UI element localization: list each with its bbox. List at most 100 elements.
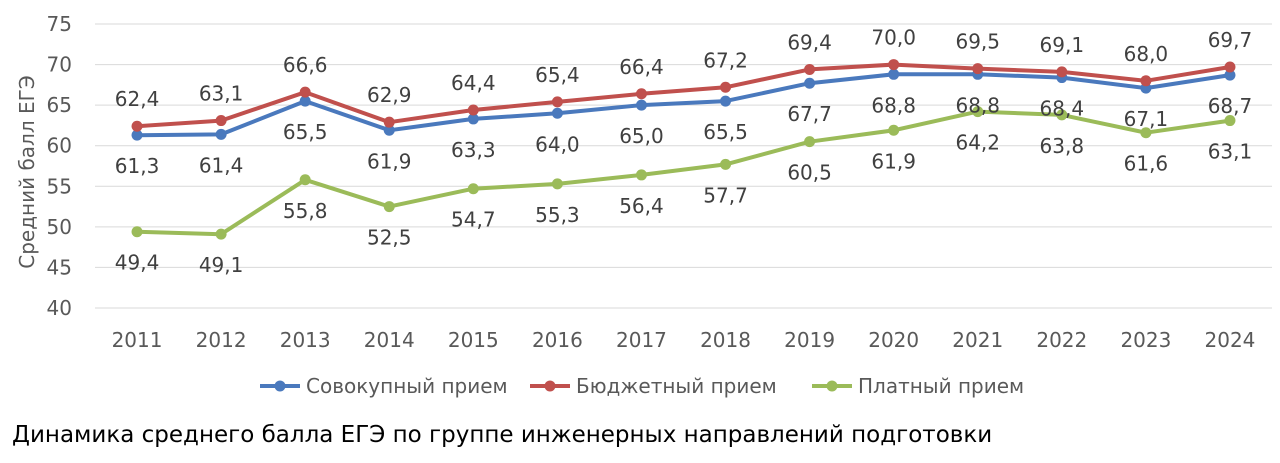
data-label: 63,8 bbox=[1040, 134, 1085, 158]
legend-item: Совокупный прием bbox=[260, 374, 508, 398]
data-point bbox=[720, 95, 732, 107]
data-point bbox=[131, 129, 143, 141]
data-point bbox=[720, 158, 732, 170]
data-point bbox=[215, 128, 227, 140]
x-tick-label: 2012 bbox=[196, 328, 247, 352]
data-point bbox=[383, 116, 395, 128]
series-line bbox=[135, 109, 1232, 237]
legend-marker bbox=[544, 380, 556, 392]
data-point bbox=[720, 81, 732, 93]
y-axis-title: Средний балл ЕГЭ bbox=[15, 75, 39, 269]
data-label: 67,7 bbox=[787, 102, 832, 126]
x-tick-label: 2013 bbox=[280, 328, 331, 352]
data-point bbox=[888, 124, 900, 136]
data-point bbox=[1140, 127, 1152, 139]
series-line bbox=[135, 72, 1232, 138]
y-tick-label: 50 bbox=[47, 215, 72, 239]
data-label: 62,9 bbox=[367, 83, 412, 107]
data-point bbox=[299, 86, 311, 98]
data-label: 69,7 bbox=[1208, 28, 1253, 52]
data-label: 61,6 bbox=[1124, 152, 1169, 176]
data-point bbox=[1056, 109, 1068, 121]
data-point bbox=[804, 136, 816, 148]
x-tick-label: 2021 bbox=[952, 328, 1003, 352]
data-label: 67,2 bbox=[703, 48, 748, 72]
series-group bbox=[131, 59, 1236, 240]
data-label: 60,5 bbox=[787, 161, 832, 185]
data-point bbox=[131, 226, 143, 238]
data-point bbox=[551, 178, 563, 190]
data-label: 62,4 bbox=[115, 87, 160, 111]
data-label: 55,8 bbox=[283, 199, 328, 223]
data-point bbox=[299, 95, 311, 107]
legend-label: Платный прием bbox=[858, 374, 1024, 398]
data-label: 66,6 bbox=[283, 53, 328, 77]
data-point bbox=[804, 77, 816, 89]
data-label: 69,5 bbox=[955, 30, 1000, 54]
series-line bbox=[135, 62, 1232, 129]
x-tick-label: 2014 bbox=[364, 328, 415, 352]
y-tick-label: 65 bbox=[47, 93, 72, 117]
legend-label: Бюджетный прием bbox=[576, 374, 777, 398]
data-label: 68,8 bbox=[955, 93, 1000, 117]
data-label: 64,0 bbox=[535, 132, 580, 156]
data-label: 54,7 bbox=[451, 208, 496, 232]
data-point bbox=[467, 183, 479, 195]
data-label: 68,0 bbox=[1124, 42, 1169, 66]
x-tick-label: 2023 bbox=[1120, 328, 1171, 352]
data-label: 69,4 bbox=[787, 30, 832, 54]
data-point bbox=[383, 201, 395, 213]
data-label: 65,5 bbox=[283, 120, 328, 144]
data-point bbox=[551, 96, 563, 108]
data-label: 49,1 bbox=[199, 253, 244, 277]
data-label: 63,1 bbox=[199, 82, 244, 106]
data-point bbox=[215, 115, 227, 127]
data-point bbox=[215, 228, 227, 240]
data-label: 49,4 bbox=[115, 251, 160, 275]
x-tick-label: 2020 bbox=[868, 328, 919, 352]
data-label: 68,4 bbox=[1040, 97, 1085, 121]
data-point bbox=[804, 63, 816, 75]
data-point bbox=[1224, 115, 1236, 127]
y-tick-label: 70 bbox=[47, 53, 72, 77]
x-tick-label: 2024 bbox=[1205, 328, 1256, 352]
data-label: 55,3 bbox=[535, 203, 580, 227]
y-tick-label: 55 bbox=[47, 174, 72, 198]
data-point bbox=[551, 107, 563, 119]
data-point bbox=[972, 63, 984, 75]
y-tick-label: 60 bbox=[47, 134, 72, 158]
x-tick-label: 2015 bbox=[448, 328, 499, 352]
x-tick-label: 2011 bbox=[112, 328, 163, 352]
x-tick-label: 2018 bbox=[700, 328, 751, 352]
data-point bbox=[635, 99, 647, 111]
data-point bbox=[467, 104, 479, 116]
data-point bbox=[1140, 75, 1152, 87]
data-label: 68,7 bbox=[1208, 94, 1253, 118]
legend: Совокупный прием Бюджетный прием Платный п… bbox=[260, 374, 1024, 398]
figure-caption: Динамика среднего балла ЕГЭ по группе ин… bbox=[12, 422, 993, 448]
data-label: 57,7 bbox=[703, 183, 748, 207]
data-point bbox=[467, 113, 479, 125]
data-label: 56,4 bbox=[619, 194, 664, 218]
data-label: 65,4 bbox=[535, 63, 580, 87]
data-label: 61,3 bbox=[115, 154, 160, 178]
data-point bbox=[888, 68, 900, 80]
data-point bbox=[972, 106, 984, 118]
data-label: 61,9 bbox=[367, 149, 412, 173]
legend-label: Совокупный прием bbox=[306, 374, 508, 398]
data-label: 67,1 bbox=[1124, 107, 1169, 131]
data-point bbox=[383, 124, 395, 136]
x-tick-label: 2022 bbox=[1036, 328, 1087, 352]
legend-marker bbox=[826, 380, 838, 392]
data-label: 66,4 bbox=[619, 55, 664, 79]
legend-item: Платный прием bbox=[812, 374, 1024, 398]
y-axis: 40 45 50 55 60 65 70 75 bbox=[47, 12, 72, 320]
data-point bbox=[635, 169, 647, 181]
data-point bbox=[299, 174, 311, 186]
data-label: 69,1 bbox=[1040, 33, 1085, 57]
legend-marker bbox=[274, 380, 286, 392]
data-label: 63,3 bbox=[451, 138, 496, 162]
data-label: 61,4 bbox=[199, 153, 244, 177]
data-label: 65,5 bbox=[703, 120, 748, 144]
y-tick-label: 40 bbox=[47, 296, 72, 320]
